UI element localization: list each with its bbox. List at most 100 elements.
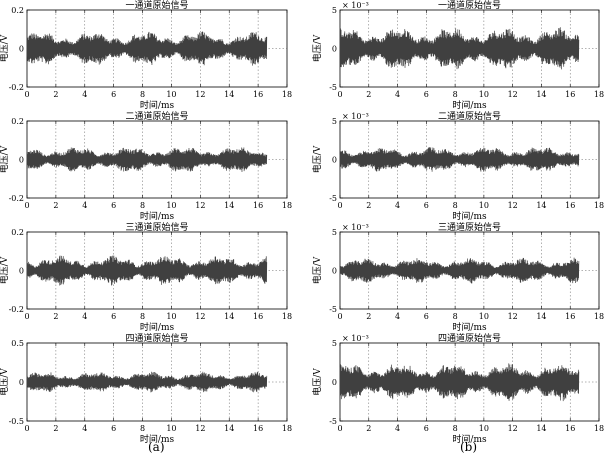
y-tick-label: -5	[329, 305, 337, 314]
signal-trace	[339, 257, 580, 284]
x-tick-label: 18	[594, 424, 604, 433]
x-tick-label: 0	[24, 312, 29, 321]
x-tick-label: 14	[224, 90, 234, 99]
x-tick-label: 14	[536, 201, 546, 210]
signal-trace	[339, 147, 580, 172]
x-tick-label: 14	[224, 201, 234, 210]
x-axis-label: 时间/ms	[452, 321, 487, 333]
x-tick-label: 14	[536, 424, 546, 433]
x-tick-label: 0	[24, 201, 29, 210]
x-tick-label: 16	[253, 90, 263, 99]
y-axis-label: 电压/V	[311, 368, 323, 396]
x-axis-label: 时间/ms	[452, 210, 487, 222]
x-tick-label: 2	[366, 90, 371, 99]
x-tick-label: 0	[337, 312, 342, 321]
subplot-title: 一通道原始信号	[438, 0, 501, 11]
y-tick-label: -0.5	[9, 417, 24, 426]
x-tick-label: 6	[111, 90, 116, 99]
x-tick-label: 4	[82, 424, 87, 433]
subplot-title: 二通道原始信号	[438, 110, 501, 122]
signal-trace	[339, 363, 580, 402]
x-tick-label: 10	[166, 424, 176, 433]
y-exponent-label: × 10⁻³	[342, 223, 369, 232]
y-axis-label: 电压/V	[0, 34, 10, 62]
x-tick-label: 18	[594, 312, 604, 321]
y-tick-label: 0	[19, 267, 24, 276]
x-tick-label: 14	[224, 424, 234, 433]
subplot-title: 三通道原始信号	[125, 221, 188, 233]
subplot-4: 0 2 4 6 8 10 12 14 16 18-505 二通道原始信号× 10⁻³时间/ms电压/…	[311, 110, 604, 222]
subplot-title: 二通道原始信号	[125, 110, 188, 122]
x-tick-label: 8	[453, 312, 458, 321]
x-axis-label: 时间/ms	[140, 321, 175, 333]
x-tick-label: 6	[424, 424, 429, 433]
y-tick-label: -0.2	[9, 305, 24, 314]
subplot-2: 0 2 4 6 8 10 12 14 16 18-505 一通道原始信号× 10⁻³时间/ms电压/…	[311, 0, 604, 111]
y-axis-label: 电压/V	[311, 34, 323, 62]
x-tick-label: 2	[53, 312, 58, 321]
x-tick-label: 2	[53, 424, 58, 433]
y-tick-label: 0	[332, 378, 337, 387]
x-tick-label: 0	[24, 424, 29, 433]
x-tick-label: 0	[337, 424, 342, 433]
x-tick-label: 12	[508, 90, 518, 99]
y-tick-label: 0.2	[11, 6, 24, 15]
x-tick-label: 12	[508, 201, 518, 210]
subplot-8: 0 2 4 6 8 10 12 14 16 18-505 四通道原始信号× 10⁻³时间/ms电压/…	[311, 332, 604, 445]
y-tick-label: 5	[332, 228, 337, 237]
y-axis-label: 电压/V	[0, 145, 10, 173]
x-axis-label: 时间/ms	[140, 99, 175, 111]
x-tick-label: 18	[282, 312, 292, 321]
x-tick-label: 6	[111, 312, 116, 321]
x-tick-label: 18	[282, 201, 292, 210]
x-tick-label: 16	[565, 90, 575, 99]
x-tick-label: 18	[282, 90, 292, 99]
y-tick-label: 0	[19, 378, 24, 387]
x-tick-label: 12	[195, 312, 205, 321]
x-tick-label: 8	[140, 90, 145, 99]
y-tick-label: 5	[332, 117, 337, 126]
x-axis-label: 时间/ms	[452, 99, 487, 111]
x-tick-label: 12	[195, 424, 205, 433]
x-tick-label: 8	[453, 201, 458, 210]
y-axis-label: 电压/V	[311, 256, 323, 284]
x-tick-label: 6	[424, 312, 429, 321]
caption-b: (b)	[460, 440, 478, 454]
x-tick-label: 10	[479, 90, 489, 99]
x-tick-label: 2	[53, 90, 58, 99]
x-tick-label: 6	[111, 424, 116, 433]
y-tick-label: 5	[332, 339, 337, 348]
x-tick-label: 10	[166, 201, 176, 210]
x-tick-label: 14	[536, 312, 546, 321]
signal-trace	[339, 27, 580, 70]
x-tick-label: 8	[453, 90, 458, 99]
y-exponent-label: × 10⁻³	[342, 112, 369, 121]
y-tick-label: -5	[329, 194, 337, 203]
x-tick-label: 2	[366, 312, 371, 321]
x-tick-label: 18	[282, 424, 292, 433]
x-tick-label: 6	[111, 201, 116, 210]
y-tick-label: 0	[19, 45, 24, 54]
x-tick-label: 16	[565, 424, 575, 433]
subplot-title: 四通道原始信号	[438, 332, 501, 344]
signal-trace	[26, 31, 268, 66]
y-tick-label: -5	[329, 417, 337, 426]
caption-a: (a)	[148, 440, 165, 454]
x-tick-label: 10	[166, 312, 176, 321]
x-tick-label: 16	[253, 424, 263, 433]
y-tick-label: 0	[332, 45, 337, 54]
signal-trace	[26, 371, 268, 393]
x-tick-label: 10	[479, 312, 489, 321]
x-tick-label: 12	[195, 201, 205, 210]
y-tick-label: 0.2	[11, 228, 24, 237]
x-axis-label: 时间/ms	[140, 433, 175, 445]
x-tick-label: 8	[140, 312, 145, 321]
x-tick-label: 2	[366, 201, 371, 210]
x-tick-label: 0	[337, 90, 342, 99]
x-tick-label: 8	[140, 201, 145, 210]
x-tick-label: 4	[82, 90, 87, 99]
